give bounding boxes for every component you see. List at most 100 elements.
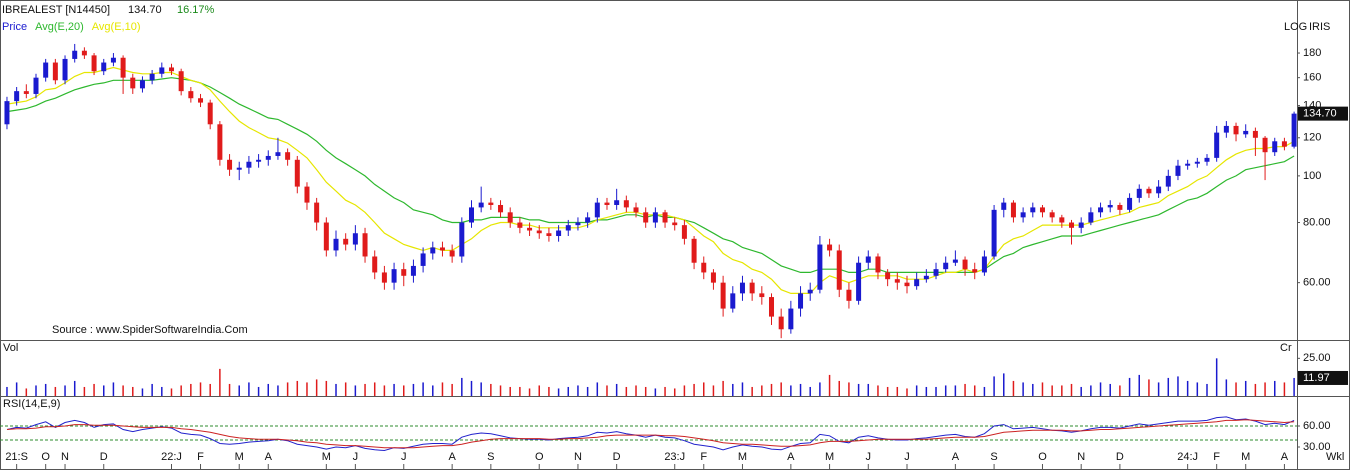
candle-body	[827, 244, 833, 251]
candle-body	[294, 159, 300, 187]
x-tick-label: A	[787, 451, 795, 463]
candle-body	[4, 101, 10, 125]
x-tick-label: M	[825, 451, 834, 463]
x-tick-label: J	[866, 451, 872, 463]
candle-body	[1117, 204, 1123, 210]
candle-body	[401, 269, 407, 276]
candle-body	[110, 57, 116, 63]
candle-body	[72, 50, 78, 59]
x-tick-label: 22:J	[161, 451, 182, 463]
y-tick-label: 180	[1303, 47, 1321, 59]
candle-body	[1039, 207, 1045, 213]
candle-body	[1262, 137, 1268, 153]
x-unit: Wkl	[1326, 451, 1344, 463]
candle-body	[159, 67, 165, 74]
candle-body	[749, 282, 755, 294]
candle-body	[498, 204, 504, 213]
candle-body	[246, 161, 252, 168]
candle-body	[604, 202, 610, 205]
x-tick-label: F	[197, 451, 204, 463]
candle-body	[178, 71, 184, 92]
candle-body	[1088, 212, 1094, 223]
candle-body	[1069, 222, 1075, 228]
candle-body	[198, 98, 204, 103]
candle-body	[207, 102, 213, 125]
candle-body	[478, 202, 484, 208]
candle-body	[894, 279, 900, 283]
candle-body	[643, 212, 649, 223]
candle-body	[691, 238, 697, 263]
candle-body	[759, 293, 765, 298]
candle-body	[662, 212, 668, 223]
candle-body	[81, 50, 87, 56]
candle-body	[23, 91, 29, 94]
x-tick-label: A	[265, 451, 273, 463]
x-tick-label: N	[1077, 451, 1085, 463]
x-tick-label: 21:S	[5, 451, 28, 463]
candle-body	[536, 230, 542, 234]
candle-body	[585, 217, 591, 223]
candle-body	[778, 316, 784, 330]
candle-body	[788, 308, 794, 330]
candle-body	[546, 233, 552, 237]
candle-body	[652, 212, 658, 223]
candle-body	[875, 256, 881, 273]
candle-body	[672, 222, 678, 226]
x-tick-label: S	[990, 451, 997, 463]
candle-body	[846, 289, 852, 301]
candle-body	[681, 225, 687, 239]
x-tick-label: O	[535, 451, 544, 463]
candle-body	[101, 62, 107, 72]
brand: IRIS	[1309, 21, 1330, 33]
y-tick-label: 120	[1303, 132, 1321, 144]
candle-body	[265, 155, 271, 160]
x-tick-label: A	[1281, 451, 1289, 463]
candle-body	[227, 159, 233, 170]
candle-body	[1049, 212, 1055, 218]
change: 16.17%	[177, 4, 215, 16]
x-tick-label: F	[700, 451, 707, 463]
candle-body	[449, 250, 455, 257]
candle-body	[1010, 202, 1016, 218]
unit: Cr	[1280, 342, 1292, 354]
candle-body	[120, 57, 126, 78]
candle-body	[1165, 175, 1171, 187]
candle-body	[1136, 188, 1142, 198]
candle-body	[439, 247, 445, 251]
candle-body	[991, 209, 997, 257]
candle-body	[565, 225, 571, 231]
x-tick-label: 24:J	[1177, 451, 1198, 463]
candle-body	[149, 73, 155, 81]
candle-body	[333, 238, 339, 251]
candle-body	[362, 233, 368, 257]
x-tick-label: D	[1116, 451, 1124, 463]
candle-body	[1030, 207, 1036, 213]
candle-body	[285, 152, 291, 160]
candle-body	[1098, 207, 1104, 213]
candle-body	[623, 200, 629, 208]
y-tick-label: 100	[1303, 170, 1321, 182]
legend-entry: Avg(E,20)	[35, 21, 84, 33]
candle-body	[430, 247, 436, 254]
candle-body	[1214, 132, 1220, 158]
candle-body	[381, 272, 387, 283]
x-tick-label: A	[952, 451, 960, 463]
x-tick-label: N	[61, 451, 69, 463]
candle-body	[52, 62, 58, 81]
candle-body	[91, 55, 97, 72]
x-tick-label: 23:J	[664, 451, 685, 463]
candle-body	[62, 58, 68, 81]
candle-body	[507, 212, 513, 223]
quote: 134.70	[128, 4, 162, 16]
candle-body	[256, 159, 262, 162]
candle-body	[314, 202, 320, 223]
candle-body	[352, 233, 358, 245]
candle-body	[1252, 130, 1258, 138]
legend-entry: Price	[2, 21, 27, 33]
candle-body	[217, 124, 223, 160]
y-tick-label: 60.00	[1303, 420, 1331, 432]
candle-body	[468, 207, 474, 223]
candle-body	[1185, 163, 1191, 166]
candle-body	[1223, 125, 1229, 133]
x-tick-label: F	[1213, 451, 1220, 463]
